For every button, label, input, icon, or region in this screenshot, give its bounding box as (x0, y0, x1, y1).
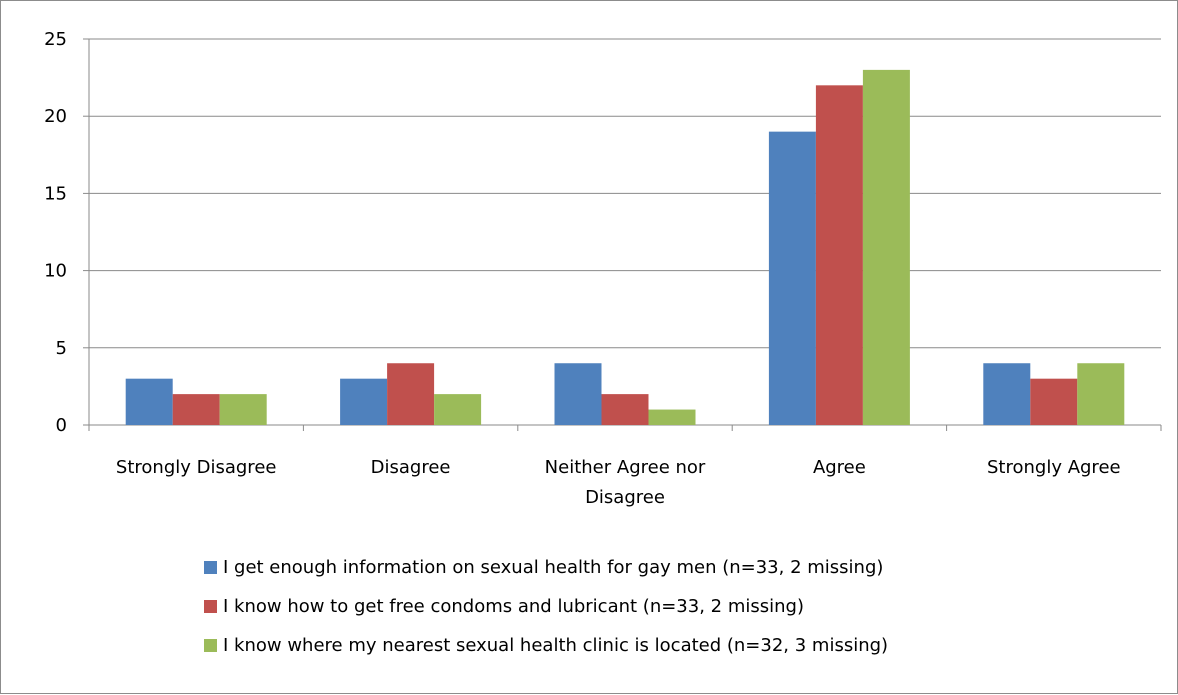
legend-item: I know where my nearest sexual health cl… (204, 634, 889, 656)
bar (648, 409, 696, 425)
bar (983, 363, 1031, 425)
bar (601, 394, 649, 425)
bar (815, 85, 863, 425)
category-labels: Strongly Disagree Disagree Neither Agree n… (116, 457, 1121, 508)
legend: I get enough information on sexual healt… (204, 557, 888, 674)
legend-swatch (204, 599, 217, 613)
bar (554, 363, 602, 425)
y-tick-label: 25 (44, 29, 67, 50)
gridlines (89, 38, 1161, 349)
category-label: Agree (813, 457, 866, 478)
bar (1030, 378, 1078, 425)
y-tick-labels: 0 5 10 15 20 25 (44, 29, 67, 436)
legend-label: I know how to get free condoms and lubri… (223, 595, 804, 617)
y-tick-label: 15 (44, 183, 67, 204)
y-tick-label: 20 (44, 106, 67, 127)
y-tick-label: 5 (56, 338, 67, 359)
category-label: Strongly Agree (987, 457, 1121, 478)
bar (862, 69, 910, 425)
bar (434, 394, 482, 425)
bar (1077, 363, 1125, 425)
bar (219, 394, 267, 425)
category-label: Neither Agree nor Disagree (545, 457, 706, 508)
y-tick-label: 10 (44, 261, 67, 282)
bar (340, 378, 388, 425)
legend-swatch (204, 638, 217, 652)
bar (172, 394, 220, 425)
legend-item: I get enough information on sexual healt… (204, 556, 888, 578)
legend-item: I know how to get free condoms and lubri… (204, 595, 888, 617)
legend-label: I get enough information on sexual healt… (223, 556, 884, 578)
bars (125, 69, 1125, 425)
bar (387, 363, 435, 425)
category-label: Disagree (371, 457, 451, 478)
legend-swatch (204, 560, 217, 574)
legend-label: I know where my nearest sexual health cl… (223, 634, 889, 656)
bar (125, 378, 173, 425)
y-tick-label: 0 (56, 415, 67, 436)
bar (768, 131, 816, 425)
category-label: Strongly Disagree (116, 457, 277, 478)
